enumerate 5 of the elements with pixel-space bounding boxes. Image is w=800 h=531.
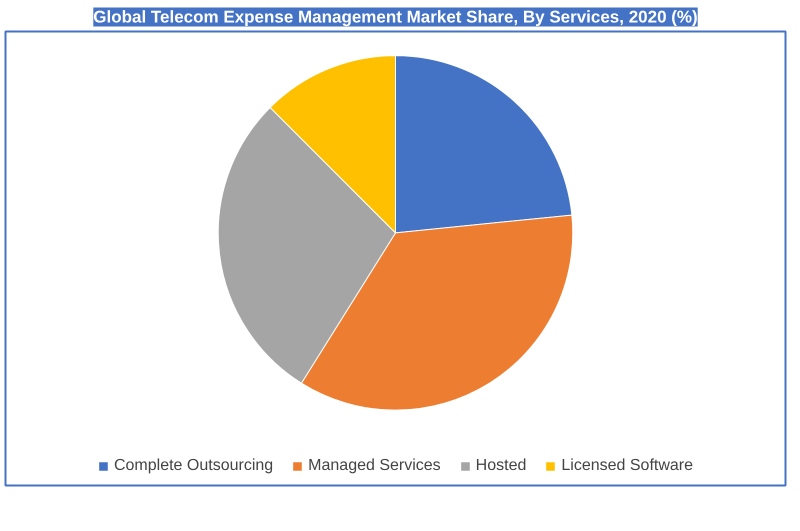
legend-label: Managed Services — [308, 457, 441, 475]
legend-label: Hosted — [476, 457, 526, 475]
chart-title: Global Telecom Expense Management Market Share, By Services, 2020 (%) — [93, 8, 698, 26]
legend-label: Complete Outsourcing — [114, 457, 274, 475]
legend-label: Licensed Software — [561, 457, 694, 475]
